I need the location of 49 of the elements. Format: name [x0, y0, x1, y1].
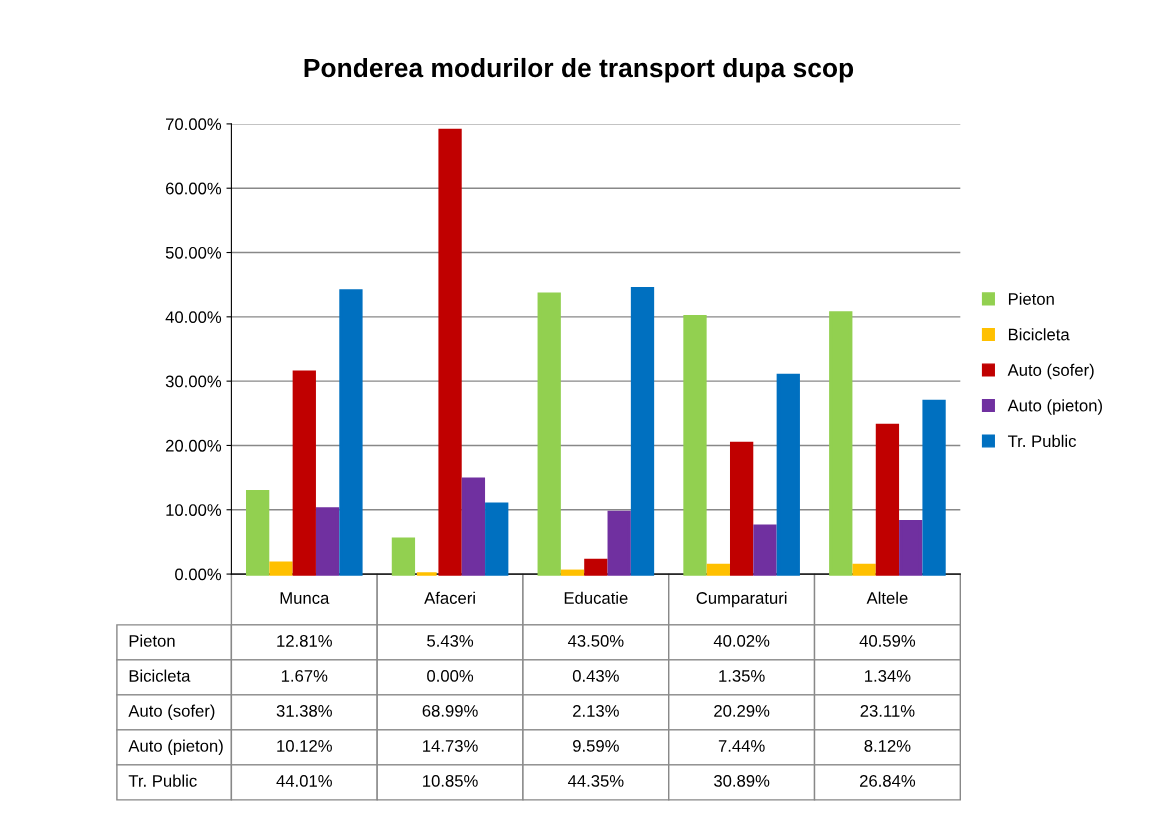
- legend-label: Auto (pieton): [1007, 399, 1102, 415]
- data-label: 31.38%: [276, 704, 332, 717]
- y-tick-label: 0.00%: [175, 568, 222, 581]
- chart-title: Ponderea modurilor de transport dupa scop: [304, 57, 854, 83]
- y-tick-label: 60.00%: [166, 182, 222, 195]
- text: Auto (sofer): [128, 704, 215, 721]
- text: Auto (pieton): [128, 739, 223, 756]
- data-label: 43.50%: [567, 634, 624, 647]
- x-tick-label: Munca: [280, 592, 330, 604]
- data-label: 44.01%: [276, 774, 332, 787]
- legend-label: Bicicleta: [1008, 328, 1070, 341]
- x-tick-label: Cumparaturi: [696, 591, 787, 608]
- y-tick-label: 50.00%: [165, 246, 222, 259]
- data-label: 2.13%: [573, 704, 619, 717]
- x-tick-label: Altele: [866, 591, 908, 604]
- data-label: 8.12%: [864, 739, 911, 752]
- data-label: 0.00%: [427, 669, 474, 682]
- x-tick-label: Afaceri: [424, 591, 475, 604]
- legend-label: Auto (sofer): [1007, 363, 1094, 380]
- text: Bicicleta: [129, 669, 191, 682]
- legend-label: Tr. Public: [1007, 434, 1076, 448]
- y-tick-label: 40.00%: [165, 311, 222, 324]
- x-tick-label: Educatie: [564, 591, 628, 604]
- data-label: 30.89%: [714, 774, 770, 787]
- data-label: 9.59%: [573, 739, 619, 752]
- y-tick-label: 10.00%: [166, 504, 222, 516]
- data-label: 44.35%: [567, 774, 624, 787]
- y-tick-label: 30.00%: [165, 375, 222, 388]
- data-label: 0.43%: [572, 669, 619, 682]
- y-tick-label: 20.00%: [165, 439, 222, 452]
- data-label: 20.29%: [714, 704, 770, 717]
- y-tick-label: 70.00%: [166, 118, 222, 131]
- data-label: 40.59%: [859, 634, 916, 647]
- data-label: 26.84%: [860, 774, 916, 787]
- text: Pieton: [129, 634, 175, 647]
- data-label: 5.43%: [427, 634, 474, 647]
- data-label: 7.44%: [718, 740, 765, 752]
- data-label: 10.85%: [423, 774, 478, 787]
- data-label: 10.12%: [277, 739, 332, 752]
- data-label: 68.99%: [422, 704, 478, 717]
- data-label: 1.35%: [719, 669, 765, 682]
- data-label: 40.02%: [713, 634, 770, 647]
- data-label: 1.67%: [281, 669, 328, 682]
- legend-label: Pieton: [1008, 292, 1054, 305]
- data-label: 23.11%: [860, 704, 915, 717]
- data-label: 12.81%: [277, 634, 332, 647]
- data-label: 1.34%: [865, 669, 911, 682]
- data-label: 14.73%: [423, 739, 478, 752]
- text: Tr. Public: [128, 774, 197, 787]
